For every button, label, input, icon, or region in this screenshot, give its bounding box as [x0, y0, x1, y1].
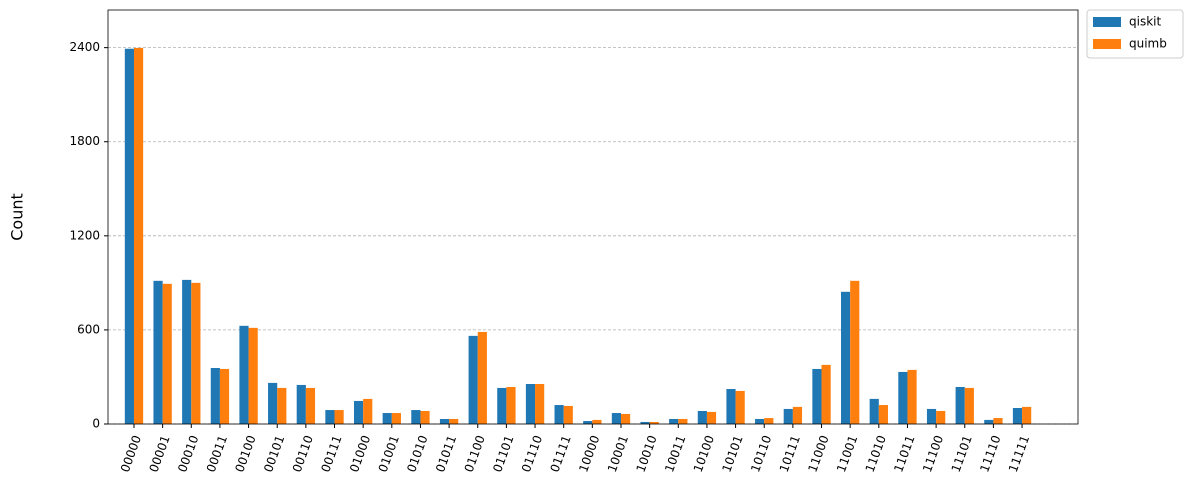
- bar: [268, 382, 278, 424]
- bar: [325, 410, 335, 424]
- bar: [124, 48, 134, 424]
- bar: [869, 398, 879, 424]
- bar: [764, 418, 774, 424]
- y-tick-label: 0: [92, 417, 100, 431]
- bar: [735, 390, 745, 424]
- bar: [219, 368, 230, 424]
- legend-label: quimb: [1129, 37, 1167, 51]
- bar: [248, 327, 258, 424]
- bar: [210, 368, 220, 424]
- y-tick-label: 600: [77, 322, 100, 336]
- bar: [449, 418, 459, 424]
- bar: [554, 405, 564, 424]
- bar: [353, 400, 364, 424]
- bar: [850, 280, 860, 424]
- bar: [153, 280, 163, 424]
- bar: [964, 387, 974, 424]
- bar: [812, 368, 822, 424]
- y-tick-label: 1800: [69, 134, 100, 148]
- bar: [305, 387, 316, 424]
- bar: [277, 387, 287, 424]
- bar: [783, 408, 793, 424]
- bar: [792, 406, 803, 424]
- bar: [506, 386, 516, 424]
- bar: [706, 411, 717, 424]
- bar: [841, 291, 851, 424]
- bar: [955, 386, 965, 424]
- bar: [611, 413, 621, 424]
- bar: [649, 421, 659, 424]
- bar: [1022, 406, 1032, 424]
- legend-swatch: [1093, 39, 1121, 49]
- bar: [382, 413, 392, 424]
- bar: [296, 384, 306, 424]
- bar: [191, 282, 201, 424]
- bar: [620, 413, 631, 424]
- bar: [182, 279, 192, 424]
- bar: [420, 410, 430, 424]
- bar: [926, 408, 937, 424]
- plot-frame: [107, 9, 1079, 425]
- bar: [525, 384, 536, 424]
- bar: [697, 410, 707, 424]
- bar: [669, 418, 679, 424]
- bar: [1012, 408, 1023, 424]
- bar: [907, 369, 917, 424]
- bar: [640, 421, 650, 424]
- bar: [334, 410, 344, 424]
- bar: [535, 384, 545, 424]
- y-axis-label: Count: [8, 193, 27, 241]
- bar: [898, 371, 908, 424]
- bar: [477, 331, 487, 424]
- bar: [984, 419, 994, 424]
- bar: [439, 418, 450, 424]
- legend-swatch: [1093, 17, 1121, 27]
- bar: [755, 418, 765, 424]
- bar: [239, 325, 249, 424]
- bar: [563, 405, 573, 424]
- bar: [468, 335, 478, 424]
- bar: [592, 419, 602, 424]
- y-tick-label: 1200: [69, 228, 100, 242]
- bar: [363, 398, 373, 424]
- bar: [497, 387, 507, 424]
- bar: [821, 364, 831, 424]
- bar: [583, 421, 593, 424]
- bar: [133, 47, 144, 424]
- bar: [411, 410, 421, 424]
- bar: [936, 410, 946, 424]
- bar: [678, 418, 688, 424]
- bar: [993, 418, 1003, 424]
- bar: [878, 405, 888, 424]
- bar: [391, 413, 401, 424]
- bar: [162, 283, 172, 424]
- y-tick-label: 2400: [69, 40, 100, 54]
- legend-label: qiskit: [1129, 15, 1161, 29]
- bar: [726, 389, 736, 424]
